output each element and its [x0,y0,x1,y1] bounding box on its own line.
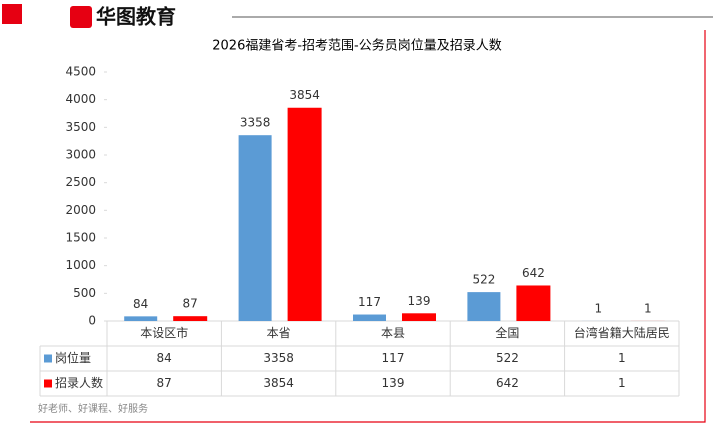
logo-icon [2,4,22,24]
bar [239,135,272,321]
legend-swatch [44,380,52,388]
bar [467,292,500,321]
data-label: 84 [133,297,148,311]
y-tick-label: 500 [73,286,96,300]
bar [288,108,322,321]
frame [30,30,705,422]
table-cell: 87 [157,376,172,390]
logo-mark [70,6,92,28]
data-label: 3854 [289,88,320,102]
x-tick-label: 台湾省籍大陆居民 [574,325,670,340]
data-label: 87 [183,297,198,311]
chart-title: 2026福建省考-招考范围-公务员岗位量及招录人数 [212,38,501,54]
bar [402,313,436,321]
y-tick-label: 2500 [65,175,96,189]
bar [516,285,550,321]
data-label: 1 [594,301,602,315]
logo: 华图教育 [96,5,176,29]
bar [353,315,386,321]
table-cell: 3854 [263,376,294,390]
bar [124,316,157,321]
table-cell: 117 [382,351,405,365]
x-tick-label: 本县 [381,326,405,340]
legend-label: 岗位量 [55,350,91,365]
x-tick-label: 本省 [267,326,291,340]
slogan: 好老师、好课程、好服务 [38,402,148,415]
data-label: 522 [472,273,495,287]
data-label: 139 [408,294,431,308]
legend-swatch [44,355,52,363]
bar [173,316,207,321]
y-tick-label: 3000 [65,148,96,162]
x-tick-label: 全国 [495,325,519,340]
data-label: 1 [644,301,652,315]
table-cell: 139 [382,376,405,390]
table-cell: 1 [618,351,626,365]
table-cell: 3358 [263,351,294,365]
y-tick-label: 4000 [65,92,96,106]
y-tick-label: 4500 [65,65,96,79]
x-tick-label: 本设区市 [140,325,188,340]
y-tick-label: 1500 [65,231,96,245]
data-label: 3358 [240,116,271,130]
y-tick-label: 1000 [65,258,96,272]
data-label: 117 [358,295,381,309]
y-tick-label: 0 [88,314,96,328]
legend-label: 招录人数 [55,375,103,390]
y-tick-label: 2000 [65,203,96,217]
table-cell: 642 [496,376,519,390]
y-tick-label: 3500 [65,120,96,134]
data-label: 642 [522,266,545,280]
table-cell: 1 [618,376,626,390]
table-cell: 84 [157,351,172,365]
table-cell: 522 [496,351,519,365]
